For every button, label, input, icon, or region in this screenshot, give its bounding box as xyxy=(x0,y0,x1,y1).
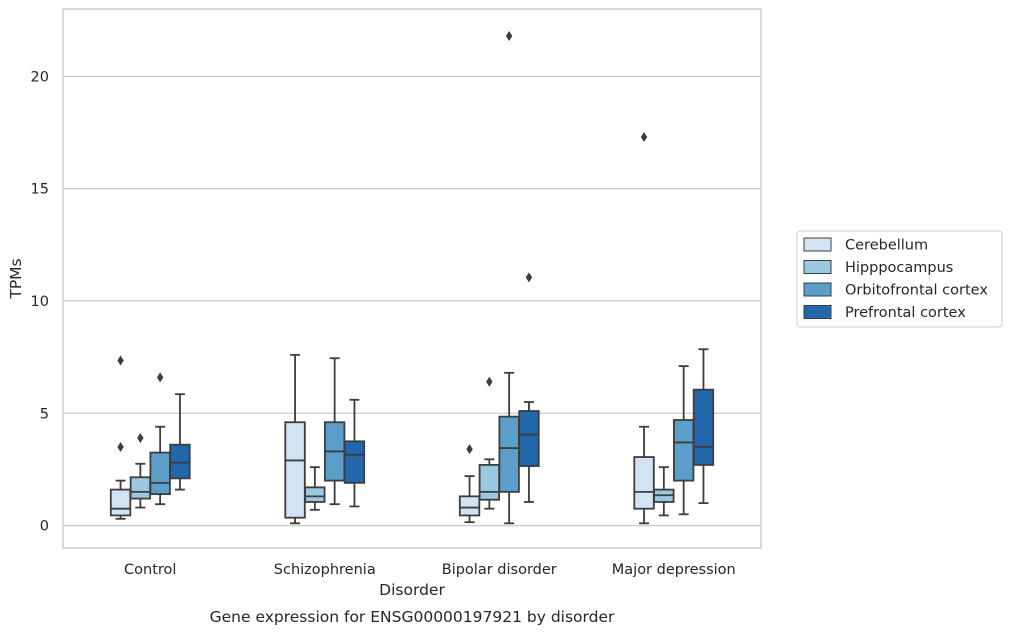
plot-frame xyxy=(62,8,762,549)
outlier-point xyxy=(137,432,144,443)
box-group-bipolar-disorder xyxy=(458,30,540,525)
box-group-schizophrenia xyxy=(284,353,366,525)
box-iqr xyxy=(458,495,481,517)
legend-item: Orbitofrontal cortex xyxy=(803,282,988,299)
box-hipppocampus xyxy=(304,466,326,511)
x-tick-label: Schizophrenia xyxy=(274,562,376,578)
legend-swatch xyxy=(803,237,832,252)
outlier-point xyxy=(466,444,473,455)
legend-swatch xyxy=(803,260,832,274)
y-tick-label: 20 xyxy=(31,69,49,85)
box-cerebellum xyxy=(284,353,306,525)
box-cerebellum xyxy=(109,355,132,520)
box-iqr xyxy=(149,451,171,496)
box-group-major-depression xyxy=(633,132,715,525)
outlier-point xyxy=(486,376,493,387)
x-tick-label: Major depression xyxy=(612,562,736,578)
box-iqr xyxy=(673,419,695,482)
legend-label: Prefrontal cortex xyxy=(845,305,966,321)
legend-swatch xyxy=(803,282,832,297)
legend: Cerebellum Hipppocampus Orbitofrontal cort… xyxy=(796,230,1003,328)
legend-swatch xyxy=(803,305,832,319)
box-group-control xyxy=(109,355,191,520)
legend-label: Orbitofrontal cortex xyxy=(845,283,988,299)
box-iqr xyxy=(343,440,366,484)
x-tick-label: Bipolar disorder xyxy=(442,562,557,578)
outlier-point xyxy=(117,441,124,452)
box-orbitofrontal-cortex xyxy=(673,365,695,516)
x-tick-label: Control xyxy=(124,562,176,578)
box-orbitofrontal-cortex xyxy=(149,372,171,506)
box-iqr xyxy=(518,410,540,467)
outlier-point xyxy=(117,355,124,366)
box-prefrontal-cortex xyxy=(343,398,366,508)
chart-caption: Gene expression for ENSG00000197921 by d… xyxy=(210,608,615,626)
box-cerebellum xyxy=(633,132,655,525)
box-iqr xyxy=(692,388,715,466)
legend-label: Cerebellum xyxy=(845,238,928,254)
box-iqr xyxy=(169,443,191,480)
outlier-point xyxy=(505,30,513,41)
y-tick-labels: 0 5 10 15 20 xyxy=(31,69,49,534)
y-tick-label: 15 xyxy=(31,182,49,198)
box-groups xyxy=(109,30,715,525)
box-cerebellum xyxy=(458,444,481,524)
box-iqr xyxy=(284,421,306,519)
outlier-point xyxy=(525,272,533,283)
y-tick-label: 5 xyxy=(40,406,49,422)
legend-item: Prefrontal cortex xyxy=(803,305,966,321)
box-hipppocampus xyxy=(478,376,501,510)
box-prefrontal-cortex xyxy=(518,272,540,503)
y-tick-label: 10 xyxy=(31,294,49,310)
box-hipppocampus xyxy=(653,466,675,517)
legend-item: Hipppocampus xyxy=(803,260,953,276)
box-hipppocampus xyxy=(129,432,152,509)
y-tick-label: 0 xyxy=(40,519,49,535)
legend-label: Hipppocampus xyxy=(845,260,953,276)
outlier-point xyxy=(640,132,648,143)
box-iqr xyxy=(129,476,152,500)
y-axis-label: TPMs xyxy=(7,258,25,299)
legend-item: Cerebellum xyxy=(803,237,928,254)
box-orbitofrontal-cortex xyxy=(498,30,520,525)
legend-frame xyxy=(796,230,1003,328)
box-iqr xyxy=(109,488,132,517)
box-iqr xyxy=(304,486,326,503)
box-orbitofrontal-cortex xyxy=(323,357,346,506)
outlier-point xyxy=(156,372,164,383)
x-axis-label: Disorder xyxy=(379,581,445,599)
x-tick-labels: Control Schizophrenia Bipolar disorder Majo… xyxy=(124,562,736,578)
box-iqr xyxy=(633,456,655,510)
box-iqr xyxy=(478,464,501,501)
box-prefrontal-cortex xyxy=(169,393,191,491)
box-prefrontal-cortex xyxy=(692,348,715,504)
box-iqr xyxy=(498,415,520,493)
